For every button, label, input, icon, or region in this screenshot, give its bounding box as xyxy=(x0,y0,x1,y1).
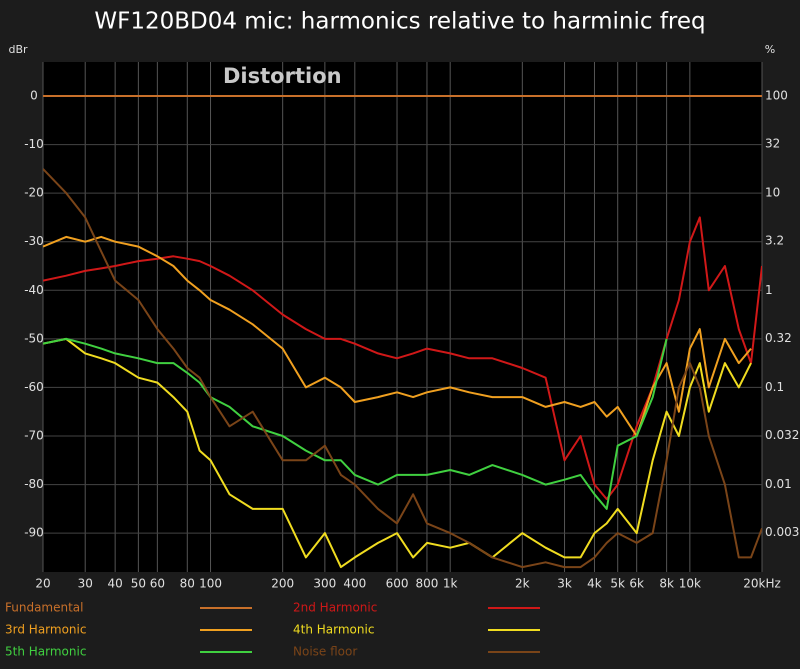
y-tick-label: -90 xyxy=(24,526,44,540)
y2-tick-label: 10 xyxy=(765,186,780,200)
series-line xyxy=(43,216,762,501)
x-tick-label: 5k xyxy=(610,577,625,591)
x-tick-label: 20kHz xyxy=(743,577,781,591)
legend-label: Noise floor xyxy=(293,645,357,659)
annotation: Distortion xyxy=(223,64,342,88)
y2-tick-label: 100 xyxy=(765,89,788,103)
x-tick-label: 10k xyxy=(679,577,701,591)
y-tick-label: -60 xyxy=(24,380,44,394)
legend-label: 5th Harmonic xyxy=(5,645,86,659)
x-tick-label: 6k xyxy=(629,577,644,591)
y-tick-label: -20 xyxy=(24,186,44,200)
x-tick-label: 60 xyxy=(150,577,165,591)
y-tick-label: 0 xyxy=(30,89,38,103)
legend-label: 4th Harmonic xyxy=(293,623,374,637)
y2-tick-label: 1 xyxy=(765,283,773,297)
x-tick-label: 800 xyxy=(416,577,439,591)
plot-area xyxy=(43,62,762,572)
x-tick-label: 50 xyxy=(131,577,146,591)
y-axis-label: dBr xyxy=(8,43,28,56)
y-tick-label: -50 xyxy=(24,331,44,345)
series-line xyxy=(43,235,752,437)
x-tick-label: 600 xyxy=(386,577,409,591)
legend: Fundamental 2nd Harmonic 3rd Harmonic 4th H… xyxy=(5,601,540,659)
x-tick-label: 2k xyxy=(515,577,530,591)
chart-title: WF120BD04 mic: harmonics relative to har… xyxy=(94,9,705,35)
x-tick-label: 4k xyxy=(587,577,602,591)
x-tick-label: 1k xyxy=(443,577,458,591)
series-line xyxy=(43,168,762,569)
y2-axis-label: % xyxy=(765,43,775,56)
x-tick-label: 300 xyxy=(313,577,336,591)
y2-tick-label: 3.2 xyxy=(765,234,784,248)
y2-tick-label: 32 xyxy=(765,137,780,151)
y-tick-label: -30 xyxy=(24,234,44,248)
x-tick-label: 40 xyxy=(108,577,123,591)
y-tick-label: -70 xyxy=(24,429,44,443)
series-line xyxy=(43,337,668,510)
y-tick-label: -10 xyxy=(24,137,44,151)
legend-label: 2nd Harmonic xyxy=(293,601,377,615)
y2-tick-label: 0.32 xyxy=(765,331,792,345)
legend-label: Fundamental xyxy=(5,601,84,615)
lines xyxy=(43,95,762,569)
y-tick-label: -40 xyxy=(24,283,44,297)
x-tick-label: 30 xyxy=(78,577,93,591)
series-line xyxy=(43,337,752,569)
x-tick-label: 20 xyxy=(35,577,50,591)
y2-tick-label: 0.1 xyxy=(765,380,784,394)
x-tick-label: 400 xyxy=(343,577,366,591)
legend-label: 3rd Harmonic xyxy=(5,623,86,637)
x-tick-label: 3k xyxy=(557,577,572,591)
x-tick-label: 200 xyxy=(271,577,294,591)
y2-tick-label: 0.01 xyxy=(765,477,792,491)
x-tick-label: 8k xyxy=(659,577,674,591)
x-tick-label: 100 xyxy=(199,577,222,591)
y-tick-label: -80 xyxy=(24,477,44,491)
x-tick-label: 80 xyxy=(180,577,195,591)
y2-tick-label: 0.032 xyxy=(765,428,799,442)
